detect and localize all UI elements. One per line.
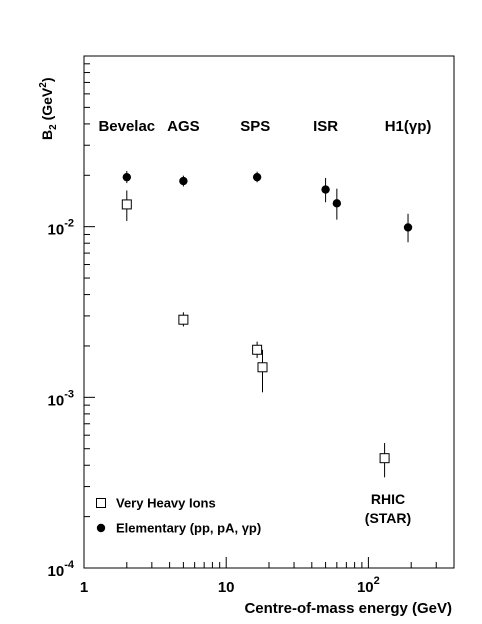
heavy-ion-point (252, 344, 263, 355)
accelerator-label: Bevelac (98, 118, 155, 135)
heavy-ion-point (178, 314, 189, 325)
heavy-ion-point (379, 453, 390, 464)
y-tick-label: 10-3 (48, 388, 74, 409)
heavy-ion-point (257, 362, 268, 373)
accelerator-label: AGS (167, 118, 200, 135)
accelerator-label: ISR (313, 118, 338, 135)
x-tick-label: 102 (357, 575, 380, 596)
x-axis-label: Centre-of-mass energy (GeV) (244, 600, 452, 617)
rhic-annotation-line1: RHIC (371, 491, 405, 507)
legend-circle-marker (96, 523, 106, 533)
x-tick-label: 10 (218, 579, 235, 596)
accelerator-label: H1(γp) (385, 118, 432, 135)
elementary-point (122, 172, 132, 182)
y-tick-label: 10-4 (48, 559, 75, 580)
elementary-point (403, 223, 413, 232)
legend-label: Elementary (pp, pA, γp) (116, 521, 261, 536)
y-tick-label: 10-2 (48, 218, 74, 239)
elementary-point (179, 176, 188, 186)
legend-label: Very Heavy Ions (116, 496, 216, 511)
elementary-point (321, 185, 330, 194)
heavy-ion-point (121, 199, 132, 210)
elementary-point (252, 172, 262, 182)
y-axis-label: B2 (GeV2) (38, 78, 59, 141)
x-tick-label: 1 (80, 579, 88, 596)
elementary-point (332, 199, 342, 208)
legend-square-marker (96, 498, 106, 508)
rhic-annotation-line2: (STAR) (365, 510, 411, 526)
accelerator-label: SPS (240, 118, 270, 135)
